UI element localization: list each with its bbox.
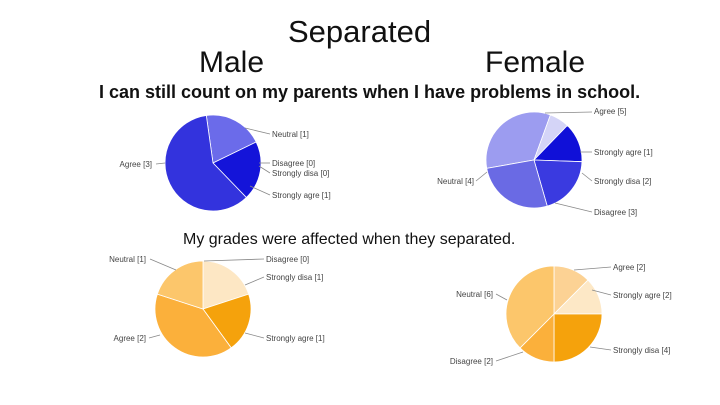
pie-slice [485,111,551,169]
slice-leader-line [544,111,593,114]
pie-chart-female-q1: Agree [5] Strongly agre [1] Strongly disa … [437,107,653,217]
pie-chart-female-q2: Agree [2] Strongly agre [2] Strongly disa … [450,263,672,366]
slice-leader-line [495,351,524,362]
pie-slice [156,260,204,310]
slice-label: Disagree [2] [450,357,493,366]
pie-slice [553,313,603,363]
slice-label: Disagree [3] [594,208,637,217]
slice-label: Strongly disa [2] [594,177,651,186]
slice-leader-line [475,171,488,182]
pie-slice [486,159,548,209]
slice-leader-line [249,185,271,196]
slice-leader-line [554,202,593,213]
slice-leader-line [589,346,612,351]
slice-label: Strongly agre [1] [594,148,653,157]
slice-leader-line [581,172,593,182]
slice-label: Strongly disa [1] [266,273,323,282]
slice-label: Neutral [4] [437,177,474,186]
question-1-heading: I can still count on my parents when I h… [99,82,641,102]
pie-slice [212,141,262,199]
pie-slice [202,293,252,349]
slice-leader-line [203,258,265,262]
slice-leader-line [573,266,612,271]
slice-label: Agree [3] [120,160,152,169]
pie-slice [505,265,555,349]
slice-label: Strongly disa [0] [272,169,329,178]
slice-label: Strongly agre [2] [613,291,672,300]
slice-leader-line [591,289,612,296]
slice-leader-line [495,293,508,301]
slice-leader-line [155,162,166,165]
slice-label: Agree [2] [613,263,645,272]
female-heading: Female [485,46,586,79]
slice-label: Disagree [0] [272,159,315,168]
slice-label: Neutral [1] [272,130,309,139]
question-2-heading: My grades were affected when they separa… [183,231,516,248]
pie-slice [164,115,247,212]
slice-label: Disagree [0] [266,255,309,264]
pie-slice [154,293,232,358]
slice-leader-line [244,127,271,135]
pie-slice [205,114,257,164]
pie-chart-male-q2: Disagree [0] Strongly disa [1] Strongly ag… [109,255,325,358]
slice-leader-line [148,334,161,339]
slice-label: Neutral [1] [109,255,146,264]
slice-leader-line [244,332,265,339]
slice-label: Strongly disa [4] [613,346,670,355]
slice-leader-line [258,165,271,174]
male-heading: Male [199,46,265,79]
pie-chart-male-q1: Neutral [1] Disagree [0]Strongly disa [0]… [120,114,331,212]
page-title: Separated [288,14,432,49]
slice-label: Strongly agre [1] [272,191,331,200]
slice-leader-line [149,258,177,271]
slice-label: Agree [2] [114,334,146,343]
slice-leader-line [244,276,265,286]
slice-label: Neutral [6] [456,290,493,299]
pie-slice [533,159,583,207]
slice-label: Strongly agre [1] [266,334,325,343]
slice-label: Agree [5] [594,107,626,116]
